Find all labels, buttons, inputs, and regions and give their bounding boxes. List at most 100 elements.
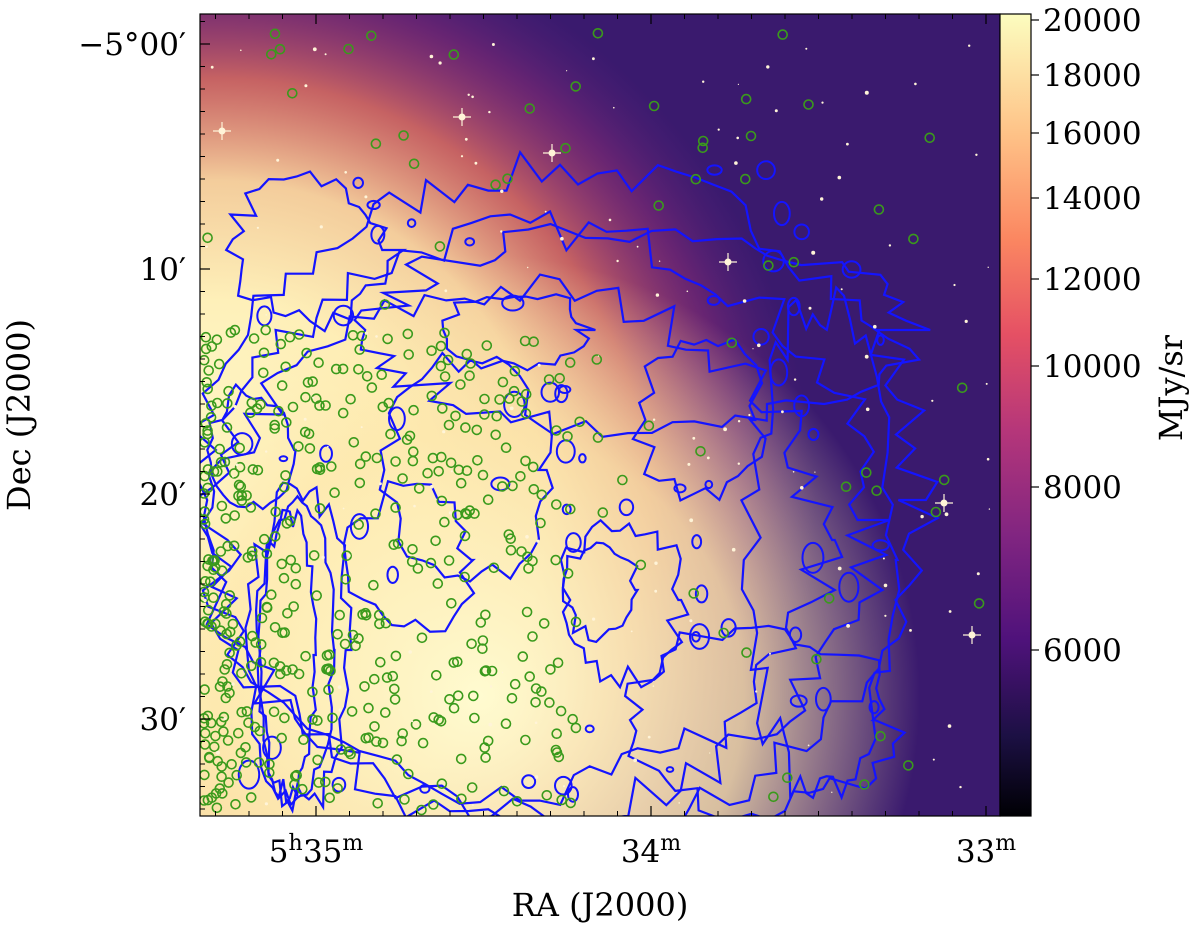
field-star [647, 735, 651, 739]
contour-blob [871, 539, 890, 552]
field-star [448, 511, 452, 515]
source-marker [823, 593, 835, 604]
source-marker [268, 706, 280, 718]
y-axis-label: Dec (J2000) [0, 319, 38, 511]
source-marker [482, 735, 494, 747]
source-marker [471, 424, 483, 436]
source-marker [564, 357, 576, 368]
field-star [287, 413, 289, 415]
source-marker [281, 518, 293, 529]
source-marker [435, 451, 447, 463]
source-marker [908, 233, 919, 245]
field-star [203, 598, 207, 603]
contour-line [631, 338, 767, 502]
contour-blob [278, 455, 289, 463]
field-star [337, 685, 342, 689]
source-marker [257, 367, 269, 379]
field-star [560, 236, 564, 241]
field-star [706, 456, 710, 460]
field-star [633, 758, 637, 763]
source-marker [332, 783, 343, 794]
source-marker [956, 382, 968, 394]
source-marker [311, 590, 323, 601]
colorbar-tick-label: 10000 [1043, 349, 1142, 385]
field-star [678, 802, 680, 804]
source-marker [339, 638, 351, 650]
x-ticks: 5h 35m 34m 33m [215, 14, 1016, 870]
source-marker [973, 598, 985, 609]
source-marker [203, 751, 215, 763]
source-marker [241, 490, 252, 501]
field-star [360, 426, 363, 429]
source-marker [356, 330, 368, 342]
source-marker [427, 799, 439, 810]
source-marker [275, 338, 287, 350]
source-marker [544, 697, 555, 708]
source-marker [311, 463, 323, 475]
field-star [821, 101, 824, 104]
field-star [988, 508, 991, 510]
contour-blob [561, 503, 572, 516]
field-star [837, 175, 842, 180]
contour-blob [694, 584, 709, 604]
colorbar-ticks: 20000 18000 16000 14000 12000 10000 8000 6000 [1031, 3, 1142, 669]
source-marker [397, 728, 409, 739]
source-marker [858, 779, 870, 790]
field-star [948, 610, 952, 613]
source-marker [218, 606, 230, 617]
field-star [882, 557, 885, 560]
contour-blob [584, 724, 595, 734]
field-star [312, 396, 315, 399]
source-marker [208, 466, 220, 477]
source-marker [255, 656, 267, 668]
source-marker [408, 404, 419, 416]
field-star [616, 259, 619, 263]
source-marker [455, 477, 467, 489]
source-marker [482, 494, 494, 506]
source-marker [490, 429, 502, 441]
source-marker [304, 443, 316, 454]
source-marker [506, 692, 518, 704]
contour-blob [406, 218, 417, 228]
field-star [235, 463, 239, 467]
source-marker [245, 407, 256, 419]
field-star [442, 430, 446, 434]
source-marker [551, 728, 563, 740]
field-star [655, 293, 660, 297]
source-marker [938, 474, 950, 486]
contour-blob [720, 618, 737, 638]
source-marker [321, 663, 332, 675]
field-star [914, 82, 917, 86]
contour-line [200, 209, 890, 816]
source-marker [745, 130, 757, 142]
contour-blob [789, 694, 808, 708]
source-marker [230, 798, 241, 810]
field-star [597, 355, 600, 357]
source-marker [519, 335, 531, 347]
contour-blob [706, 295, 721, 306]
source-marker [741, 647, 752, 658]
contour-blob [665, 766, 675, 773]
contour-blob [793, 394, 811, 418]
field-star [264, 802, 268, 806]
source-marker [407, 543, 418, 555]
field-star [489, 685, 493, 688]
source-marker [389, 694, 401, 705]
source-marker [207, 555, 218, 567]
field-star [709, 752, 711, 754]
source-marker [205, 411, 217, 423]
source-marker [416, 632, 428, 644]
source-marker [648, 100, 660, 112]
contour-blob [807, 427, 820, 441]
source-marker [413, 483, 425, 494]
contour-line [206, 382, 297, 511]
source-marker [233, 727, 244, 739]
source-marker [214, 681, 226, 693]
source-marker [439, 516, 450, 528]
contour-line [559, 518, 690, 690]
field-star [276, 158, 280, 162]
field-star [324, 53, 327, 56]
source-marker [248, 333, 260, 344]
field-star [488, 722, 493, 727]
source-marker [445, 597, 457, 609]
